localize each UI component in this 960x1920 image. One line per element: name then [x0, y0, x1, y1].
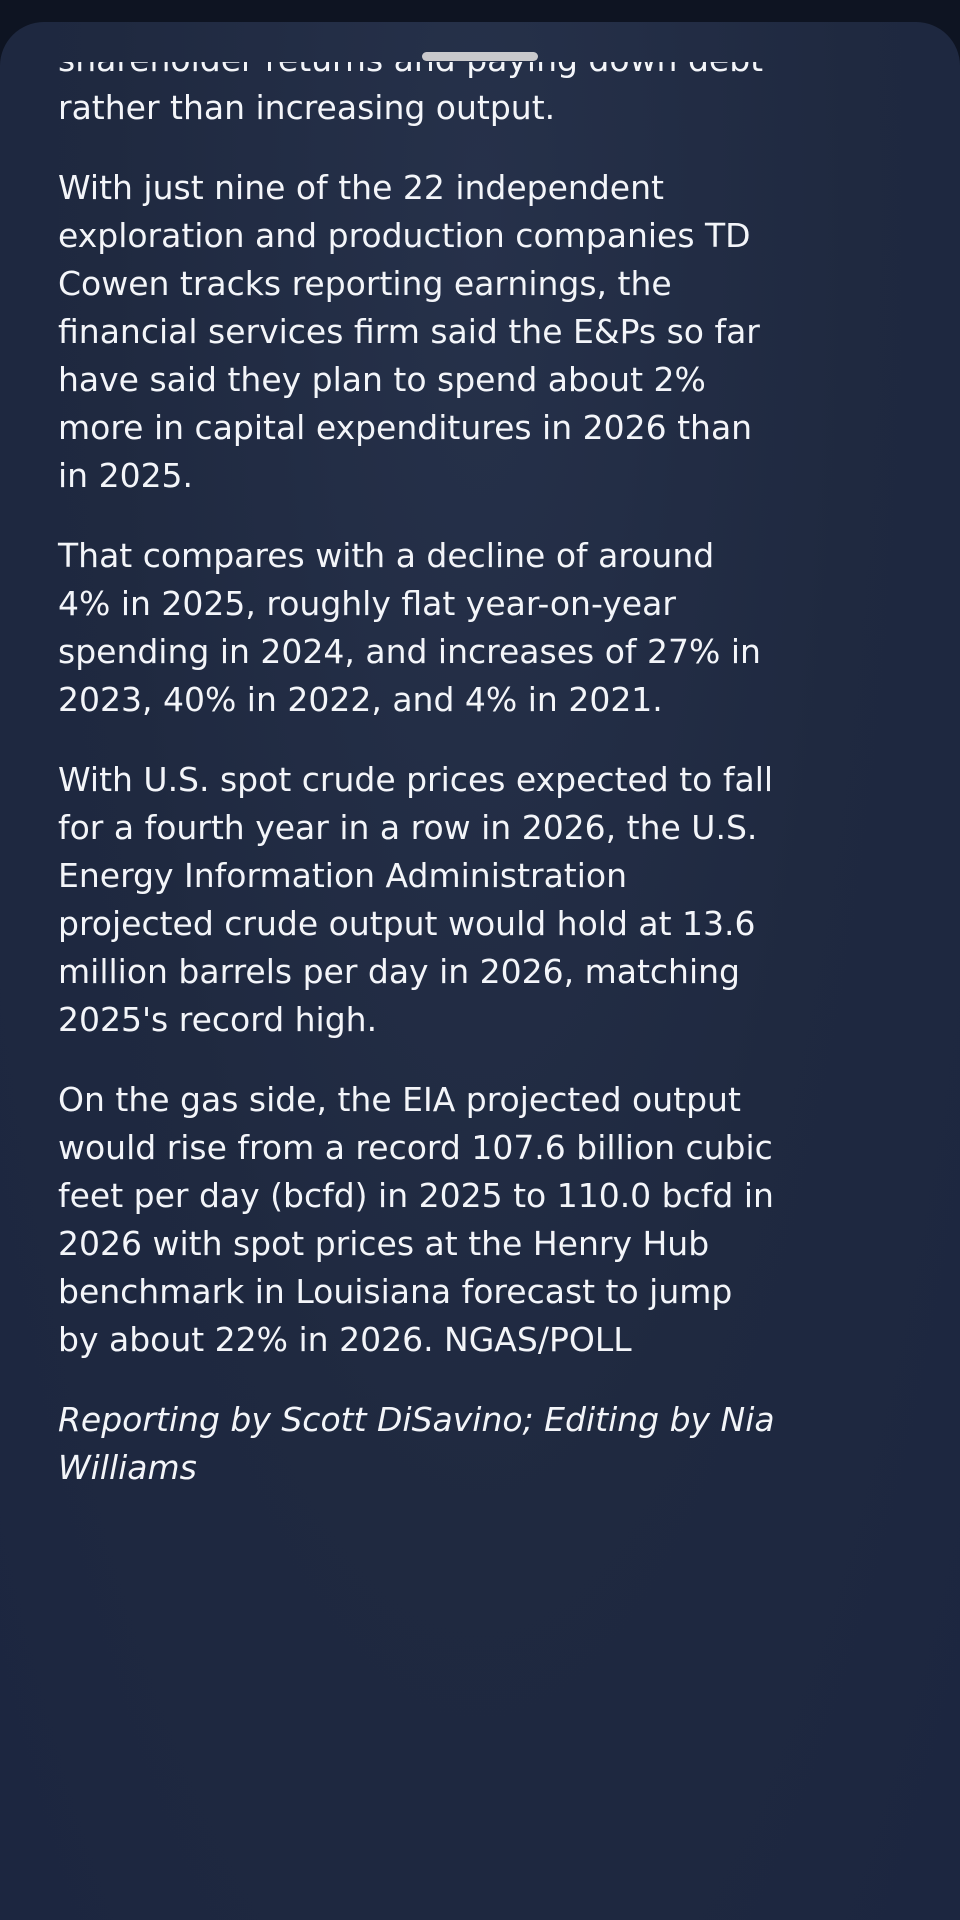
text-line: projected crude output would hold at 13.…	[58, 904, 756, 943]
text-line: Williams	[58, 1448, 197, 1487]
paragraph: shareholder returns and paying down debt…	[58, 62, 938, 132]
article-scroll: shareholder returns and paying down debt…	[0, 62, 960, 1920]
text-line: exploration and production companies TD	[58, 216, 751, 255]
text-line: spending in 2024, and increases of 27% i…	[58, 632, 761, 671]
text-line: Reporting by Scott DiSavino; Editing by …	[58, 1400, 775, 1439]
text-line: for a fourth year in a row in 2026, the …	[58, 808, 758, 847]
bottom-sheet	[0, 22, 960, 1920]
text-line: 4% in 2025, roughly flat year-on-year	[58, 584, 676, 623]
text-line: shareholder returns and paying down debt	[58, 62, 938, 84]
byline: Reporting by Scott DiSavino; Editing by …	[58, 1396, 938, 1492]
text-line: feet per day (bcfd) in 2025 to 110.0 bcf…	[58, 1176, 774, 1215]
text-line: have said they plan to spend about 2%	[58, 360, 706, 399]
paragraph: That compares with a decline of around 4%…	[58, 532, 938, 724]
text-line: With U.S. spot crude prices expected to …	[58, 760, 774, 799]
text-line: by about 22% in 2026. NGAS/POLL	[58, 1320, 632, 1359]
text-line: Energy Information Administration	[58, 856, 628, 895]
paragraph: With U.S. spot crude prices expected to …	[58, 756, 938, 1044]
text-line: Cowen tracks reporting earnings, the	[58, 264, 672, 303]
text-line: more in capital expenditures in 2026 tha…	[58, 408, 753, 447]
text-line: On the gas side, the EIA projected outpu…	[58, 1080, 741, 1119]
article-body: shareholder returns and paying down debt…	[58, 62, 938, 1524]
text-line: 2026 with spot prices at the Henry Hub	[58, 1224, 710, 1263]
text-line: That compares with a decline of around	[58, 536, 715, 575]
text-line: With just nine of the 22 independent	[58, 168, 664, 207]
text-line: million barrels per day in 2026, matchin…	[58, 952, 740, 991]
text-line: in 2025.	[58, 456, 194, 495]
paragraph: On the gas side, the EIA projected outpu…	[58, 1076, 938, 1364]
text-line: financial services firm said the E&Ps so…	[58, 312, 760, 351]
paragraph: With just nine of the 22 independent expl…	[58, 164, 938, 500]
drag-handle[interactable]	[422, 52, 538, 61]
text-line: 2023, 40% in 2022, and 4% in 2021.	[58, 680, 663, 719]
text-line: 2025's record high.	[58, 1000, 378, 1039]
text-line: would rise from a record 107.6 billion c…	[58, 1128, 773, 1167]
text-line: rather than increasing output.	[58, 88, 556, 127]
text-line: benchmark in Louisiana forecast to jump	[58, 1272, 733, 1311]
